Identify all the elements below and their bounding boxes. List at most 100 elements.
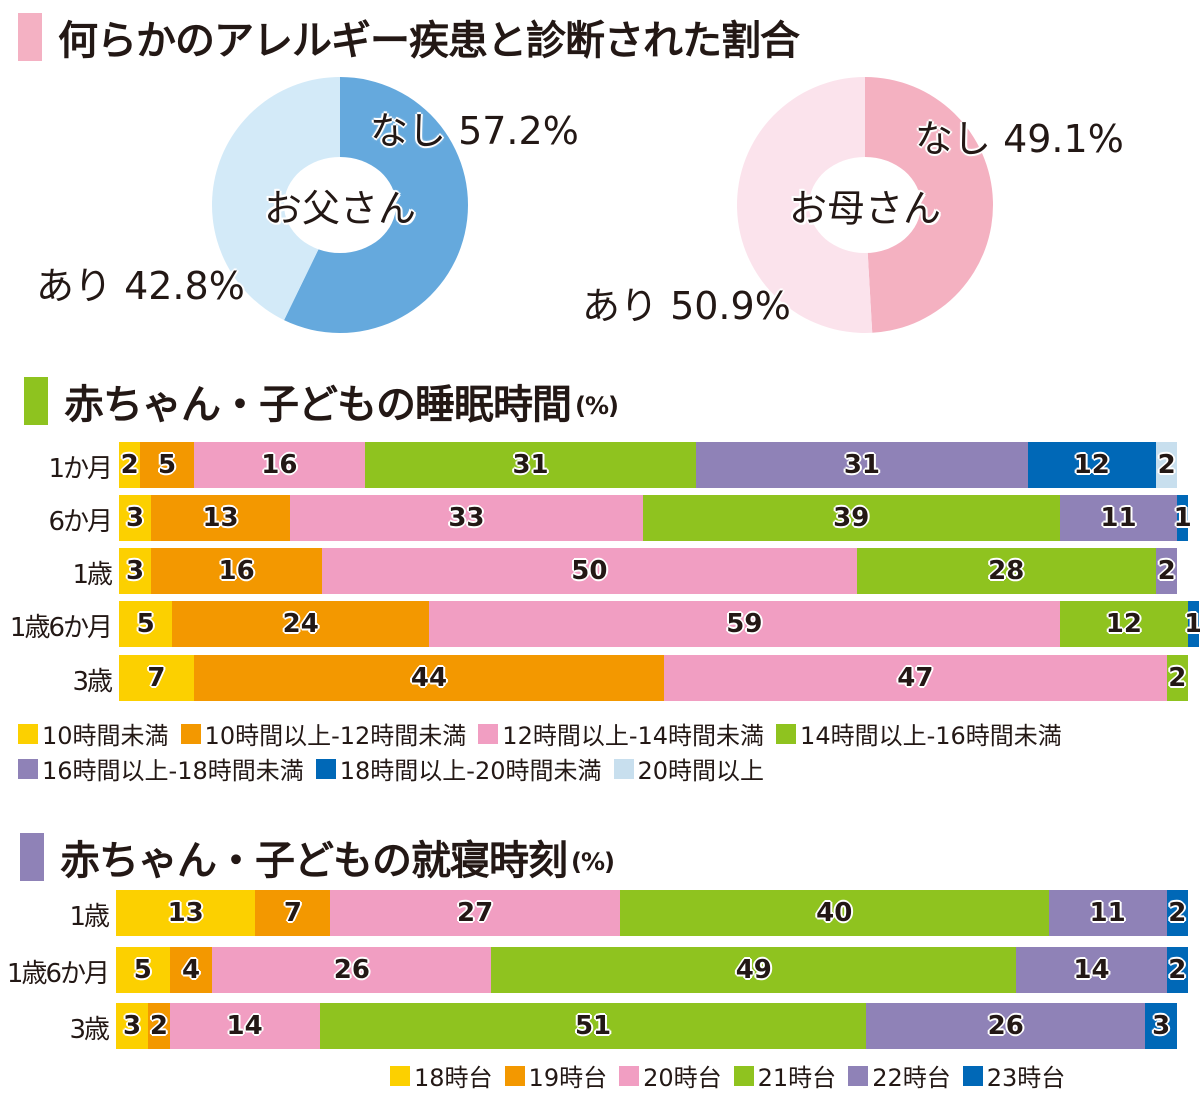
bedtime-legend-label: 22時台 — [872, 1064, 951, 1092]
bedtime-bar-segment: 3 — [116, 1003, 149, 1049]
mother-yes-label: あり 50.9% — [582, 284, 791, 328]
bedtime-legend-swatch — [848, 1065, 869, 1086]
bedtime-segment-value: 7 — [283, 898, 302, 928]
sleep-legend-swatch — [613, 758, 634, 779]
bedtime-bar-segment: 2 — [1166, 947, 1188, 993]
sleep-row-label: 1か月 — [48, 454, 113, 484]
bedtime-segment-value: 11 — [1089, 898, 1126, 928]
sleep-segment-value: 7 — [147, 663, 166, 693]
bedtime-bar-segment: 11 — [1048, 890, 1167, 936]
sleep-segment-value: 2 — [120, 450, 139, 480]
allergy-title: 何らかのアレルギー疾患と診断された割合 — [18, 8, 800, 66]
sleep-bar-segment: 2 — [1166, 655, 1188, 701]
bedtime-title-text: 赤ちゃん・子どもの就寝時刻 — [60, 838, 568, 884]
sleep-bar-segment: 50 — [322, 548, 857, 594]
mother-none-label: なし 49.1% — [915, 117, 1124, 161]
sleep-legend-label: 12時間以上-14時間未満 — [502, 722, 765, 750]
bedtime-bar-segment: 49 — [491, 947, 1017, 993]
bedtime-segment-value: 3 — [1152, 1011, 1171, 1041]
sleep-legend-swatch — [478, 723, 499, 744]
sleep-legend: 10時間未満 10時間以上-12時間未満 12時間以上-14時間未満 14時間以上-1… — [18, 716, 1198, 786]
bedtime-title-marker — [20, 833, 44, 881]
sleep-duration-chart: 1か月 2 5 16 31 31 12 2 6か月 3 13 33 39 11 1 1歳 3 16 50 28 2 1歳6… — [0, 440, 1200, 710]
sleep-segment-value: 50 — [571, 556, 608, 586]
sleep-segment-value: 12 — [1073, 450, 1110, 480]
sleep-title-marker — [24, 377, 48, 425]
bedtime-legend-item: 19時台 — [504, 1058, 607, 1093]
bedtime-legend-label: 20時台 — [643, 1064, 722, 1092]
bedtime-bar-segment: 3 — [1145, 1003, 1178, 1049]
sleep-segment-value: 3 — [125, 503, 145, 533]
father-yes-label: あり 42.8% — [36, 264, 245, 308]
bedtime-segment-value: 49 — [735, 955, 772, 985]
sleep-bar-row: 2 5 16 31 31 12 2 — [119, 442, 1188, 488]
sleep-segment-value: 5 — [136, 609, 155, 639]
sleep-bar-segment: 47 — [664, 655, 1167, 701]
sleep-legend-swatch — [18, 723, 38, 744]
mother-slice-none — [865, 77, 994, 333]
bedtime-legend-item: 20時台 — [619, 1058, 722, 1093]
bedtime-segment-value: 2 — [1168, 955, 1187, 985]
sleep-title-unit: (%) — [575, 392, 619, 420]
sleep-legend-label: 10時間未満 — [42, 722, 169, 750]
sleep-legend-label: 14時間以上-16時間未満 — [800, 722, 1062, 750]
sleep-bar-row: 7 44 47 2 — [119, 655, 1188, 701]
sleep-bar-row: 3 16 50 28 2 — [119, 548, 1188, 594]
bedtime-segment-value: 4 — [181, 955, 201, 985]
sleep-legend-label: 10時間以上-12時間未満 — [204, 722, 467, 750]
bedtime-legend-label: 21時台 — [757, 1064, 837, 1092]
sleep-bar-segment: 39 — [642, 495, 1060, 541]
sleep-segment-value: 31 — [512, 450, 549, 480]
bedtime-legend-swatch — [733, 1065, 754, 1086]
sleep-row-label: 6か月 — [48, 507, 113, 537]
sleep-legend-swatch — [315, 758, 336, 779]
sleep-bar-segment: 16 — [151, 548, 323, 594]
sleep-bar-segment: 28 — [856, 548, 1156, 594]
bedtime-bar-segment: 2 — [1166, 890, 1188, 936]
bedtime-segment-value: 26 — [333, 955, 370, 985]
bedtime-bar-segment: 40 — [619, 890, 1049, 936]
sleep-bar-segment: 16 — [193, 442, 365, 488]
sleep-bar-segment: 33 — [290, 495, 643, 541]
sleep-legend-item: 10時間未満 — [18, 716, 169, 751]
bedtime-row-label: 1歳 — [69, 902, 110, 932]
bedtime-bar-segment: 14 — [169, 1003, 320, 1049]
sleep-bar-row: 3 13 33 39 11 1 — [119, 495, 1192, 541]
bedtime-segment-value: 5 — [133, 955, 152, 985]
sleep-bar-segment: 3 — [119, 548, 152, 594]
sleep-segment-value: 24 — [282, 609, 319, 639]
bedtime-bar-segment: 26 — [866, 1003, 1146, 1049]
sleep-legend-label: 16時間以上-18時間未満 — [42, 757, 304, 785]
mother-donut-center-label: お母さん — [788, 186, 942, 231]
bedtime-legend-label: 18時台 — [414, 1064, 493, 1092]
sleep-segment-value: 1 — [1184, 609, 1200, 639]
bedtime-legend-swatch — [390, 1065, 410, 1086]
sleep-bar-segment: 11 — [1059, 495, 1178, 541]
bedtime-legend-swatch — [962, 1065, 983, 1086]
bedtime-legend: 18時台 19時台 20時台 21時台 22時台 23時台 — [390, 1058, 1200, 1093]
sleep-segment-value: 2 — [1157, 556, 1176, 586]
sleep-row-label: 1歳6か月 — [9, 613, 113, 643]
sleep-segment-value: 33 — [448, 503, 485, 533]
bedtime-bar-segment: 51 — [319, 1003, 867, 1049]
sleep-segment-value: 16 — [261, 450, 298, 480]
bedtime-segment-value: 26 — [987, 1011, 1024, 1041]
sleep-segment-value: 28 — [988, 556, 1025, 586]
allergy-title-marker — [18, 13, 42, 61]
sleep-segment-value: 2 — [1168, 663, 1187, 693]
sleep-segment-value: 39 — [833, 503, 870, 533]
bedtime-bar-segment: 13 — [116, 890, 256, 936]
sleep-legend-item: 18時間以上-20時間未満 — [315, 751, 602, 786]
father-donut-chart — [212, 77, 468, 333]
sleep-bar-segment: 2 — [119, 442, 141, 488]
sleep-bar-segment: 2 — [1155, 548, 1178, 594]
sleep-legend-swatch — [180, 723, 201, 744]
bedtime-row-label: 3歳 — [69, 1015, 110, 1045]
bedtime-segment-value: 2 — [1168, 898, 1187, 928]
sleep-segment-value: 2 — [1157, 450, 1176, 480]
sleep-legend-item: 14時間以上-16時間未満 — [776, 716, 1062, 751]
sleep-segment-value: 5 — [158, 450, 177, 480]
bedtime-legend-item: 23時台 — [962, 1058, 1065, 1093]
bedtime-bar-segment: 7 — [255, 890, 331, 936]
sleep-row-label: 1歳 — [72, 560, 113, 590]
